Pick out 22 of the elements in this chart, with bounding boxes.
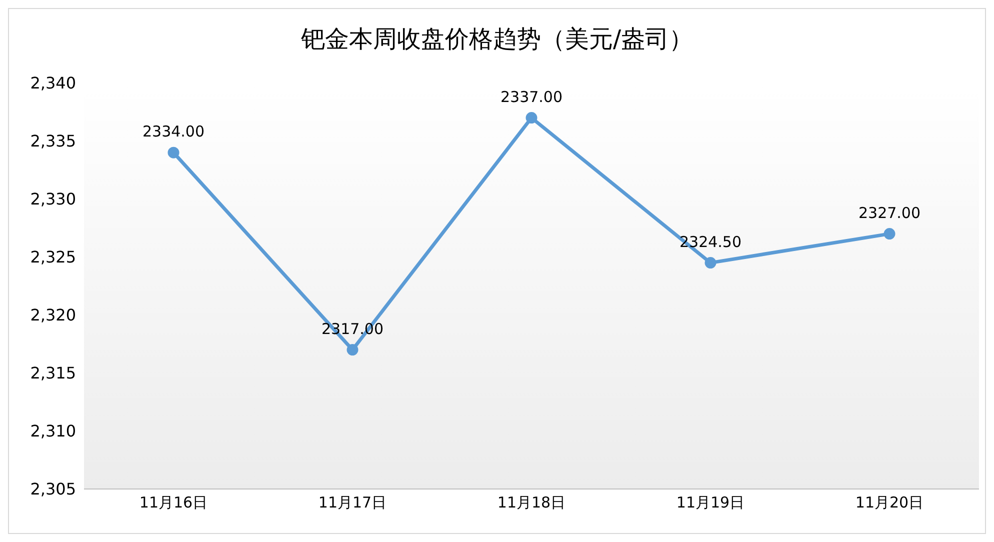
y-tick-label: 2,305 xyxy=(30,480,76,499)
x-tick-label: 11月19日 xyxy=(676,494,745,512)
data-label: 2334.00 xyxy=(142,122,205,141)
point xyxy=(168,146,180,158)
x-tick-label: 11月18日 xyxy=(497,494,566,512)
data-label: 2327.00 xyxy=(858,204,921,222)
point xyxy=(884,228,896,240)
y-tick-label: 2,325 xyxy=(30,248,76,267)
y-tick-label: 2,310 xyxy=(30,422,76,441)
y-tick-label: 2,320 xyxy=(30,306,76,325)
x-tick-label: 11月16日 xyxy=(139,494,208,512)
point xyxy=(526,112,538,124)
x-tick-label: 11月17日 xyxy=(318,494,387,512)
y-tick-label: 2,315 xyxy=(30,364,76,383)
y-tick-label: 2,330 xyxy=(30,190,76,209)
point xyxy=(704,257,716,269)
x-tick-label: 11月20日 xyxy=(855,494,924,512)
y-tick-label: 2,335 xyxy=(30,132,76,151)
chart-title: 钯金本周收盘价格趋势（美元/盎司） xyxy=(300,24,694,55)
point xyxy=(346,344,358,356)
data-label: 2337.00 xyxy=(500,88,563,106)
y-tick-label: 2,340 xyxy=(30,74,76,93)
